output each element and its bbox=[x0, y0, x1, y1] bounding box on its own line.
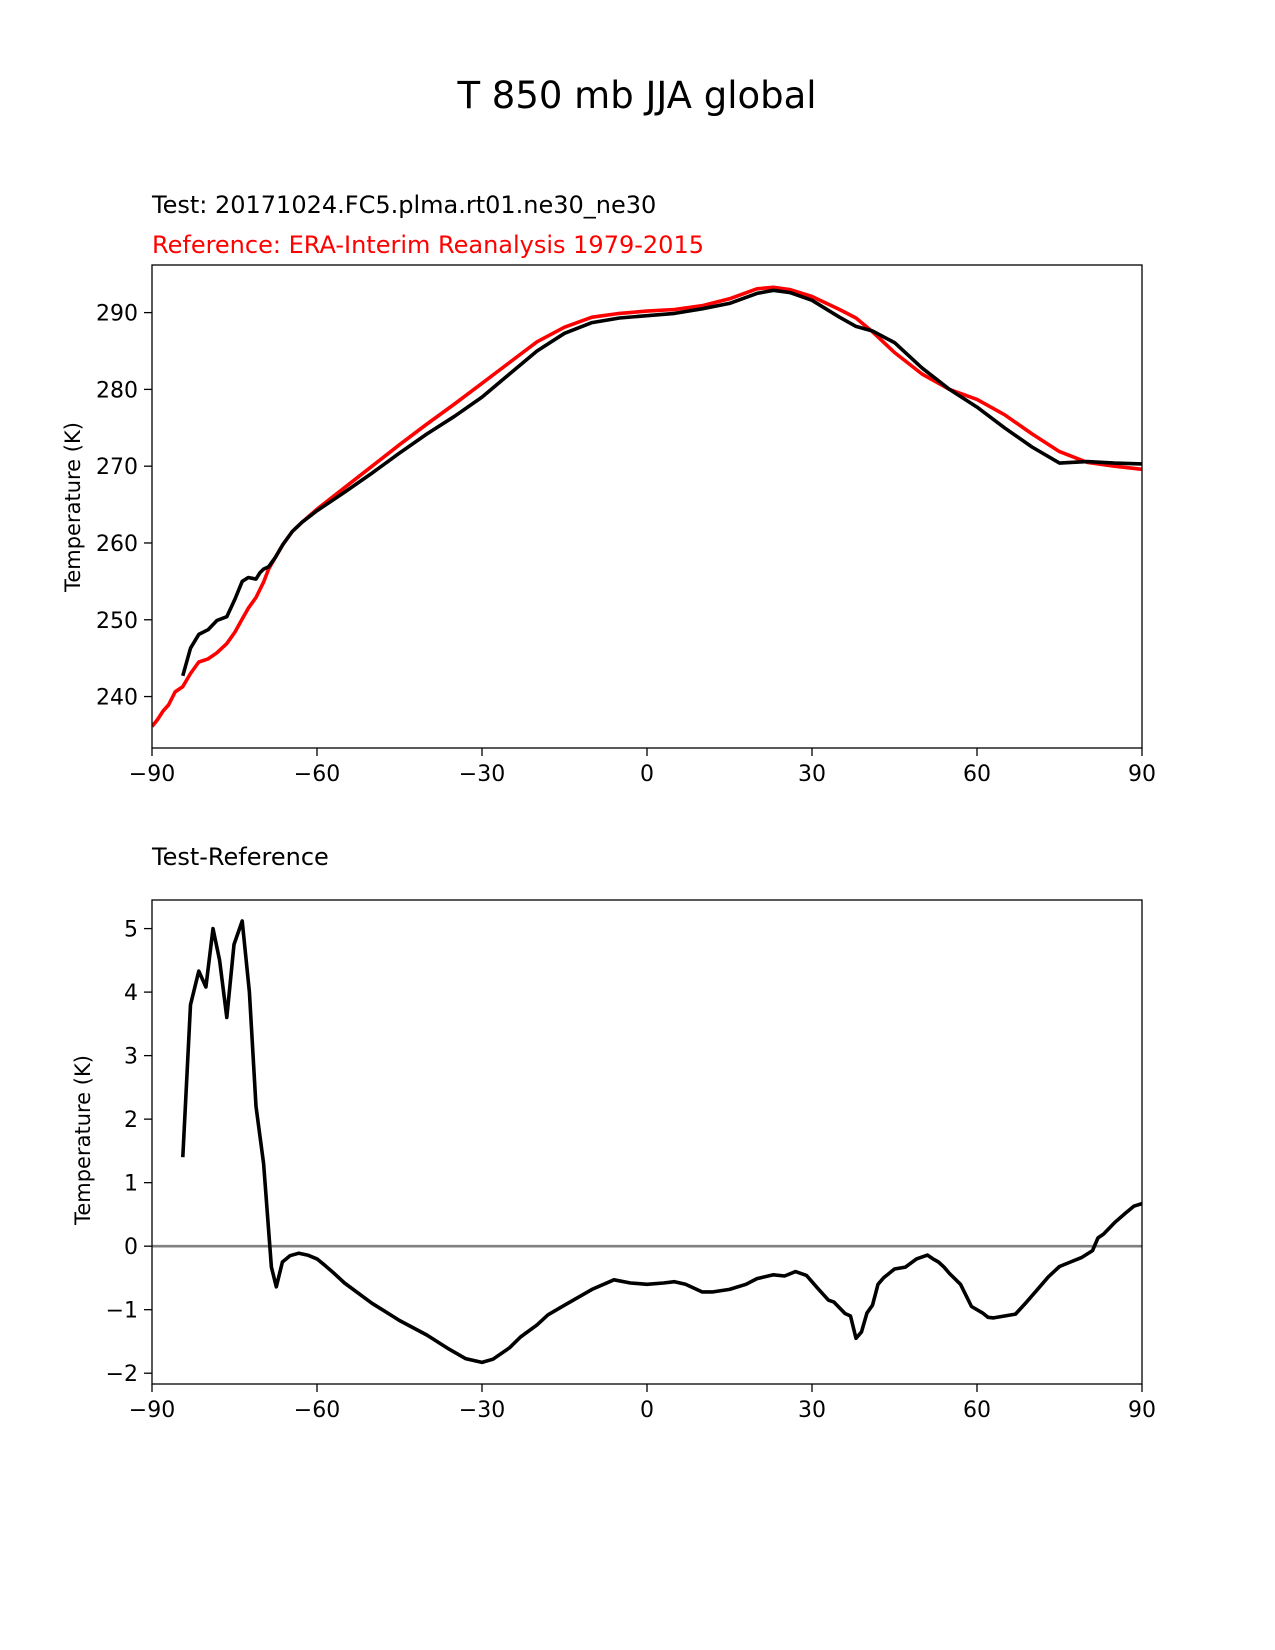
reference-label: Reference: ERA-Interim Reanalysis 1979-2… bbox=[152, 231, 704, 259]
x-tick-label: 0 bbox=[640, 762, 654, 787]
x-tick-label: 90 bbox=[1128, 762, 1156, 787]
y-tick-label: 3 bbox=[124, 1045, 138, 1070]
x-tick-label: −30 bbox=[459, 1398, 505, 1423]
y-tick-label: 0 bbox=[124, 1235, 138, 1260]
x-tick-label: 60 bbox=[963, 1398, 991, 1423]
y-tick-label: 4 bbox=[124, 981, 138, 1006]
x-tick-label: 60 bbox=[963, 762, 991, 787]
y-tick-label: −1 bbox=[106, 1299, 138, 1324]
x-tick-label: −90 bbox=[129, 1398, 175, 1423]
x-tick-label: 90 bbox=[1128, 1398, 1156, 1423]
y-tick-label: 260 bbox=[96, 532, 138, 557]
x-tick-label: 0 bbox=[640, 1398, 654, 1423]
temperature-panel: −90 −60 −30 0 30 60 90 240 250 260 270 280 290 Temp… bbox=[61, 264, 1156, 787]
y-tick-label: −2 bbox=[106, 1362, 138, 1387]
test-label: Test: 20171024.FC5.plma.rt01.ne30_ne30 bbox=[151, 191, 656, 219]
y-tick-label: 1 bbox=[124, 1172, 138, 1197]
x-tick-label: −60 bbox=[294, 1398, 340, 1423]
y-tick-label: 290 bbox=[96, 302, 138, 327]
y-tick-label: 2 bbox=[124, 1108, 138, 1133]
x-tick-label: 30 bbox=[798, 1398, 826, 1423]
y-tick-label: 250 bbox=[96, 609, 138, 634]
series-line-reference bbox=[152, 285, 1142, 728]
diff-subtitle: Test-Reference bbox=[151, 843, 329, 871]
x-tick-label: 30 bbox=[798, 762, 826, 787]
x-tick-label: −30 bbox=[459, 762, 505, 787]
figure-title: T 850 mb JJA global bbox=[456, 74, 816, 117]
difference-panel: −90 −60 −30 0 30 60 90 −2 −1 0 1 2 3 4 5 Temperature … bbox=[71, 899, 1156, 1423]
y-tick-label: 280 bbox=[96, 378, 138, 403]
y-tick-label: 270 bbox=[96, 455, 138, 480]
x-tick-label: −90 bbox=[129, 762, 175, 787]
top-y-axis-label: Temperature (K) bbox=[61, 422, 85, 593]
series-line-test-reference bbox=[181, 919, 1142, 1365]
x-tick-label: −60 bbox=[294, 762, 340, 787]
bottom-y-axis-label: Temperature (K) bbox=[71, 1055, 95, 1226]
y-tick-label: 5 bbox=[124, 918, 138, 943]
y-tick-label: 240 bbox=[96, 686, 138, 711]
series-line-test bbox=[181, 288, 1142, 677]
